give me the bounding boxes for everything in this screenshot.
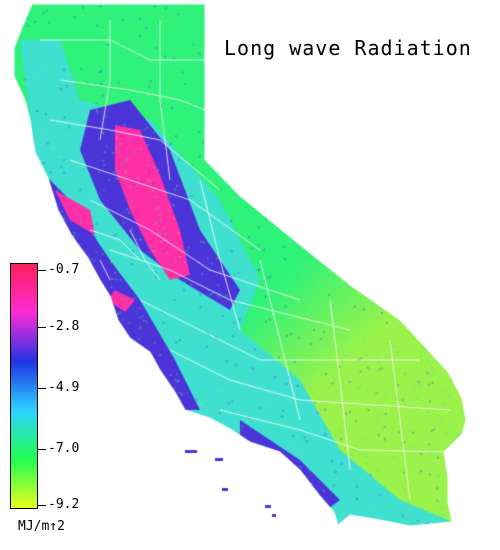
legend-tick — [38, 327, 46, 328]
map-title: Long wave Radiation — [224, 36, 472, 60]
legend-label: -4.9 — [48, 380, 80, 395]
legend-tick — [38, 388, 46, 389]
legend-unit: MJ/m↑2 — [18, 519, 65, 534]
color-scale-bar — [10, 263, 38, 509]
legend-label-max: -0.7 — [48, 262, 80, 277]
legend-tick — [38, 505, 46, 506]
legend-tick — [38, 270, 46, 271]
legend-label: -7.0 — [48, 441, 80, 456]
legend-label: -2.8 — [48, 319, 80, 334]
legend-tick — [38, 449, 46, 450]
legend-label-min: -9.2 — [48, 497, 80, 512]
